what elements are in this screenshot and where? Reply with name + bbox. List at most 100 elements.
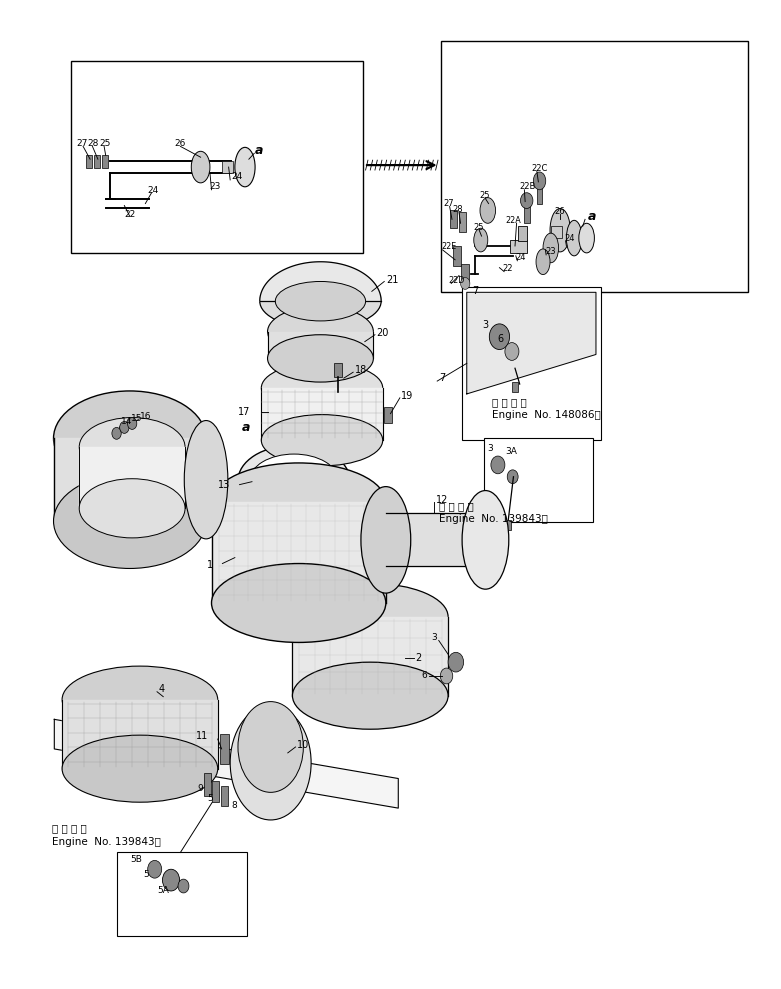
Bar	[94, 155, 100, 168]
Circle shape	[119, 421, 129, 433]
Text: 27: 27	[444, 199, 454, 208]
Text: a: a	[242, 421, 251, 434]
Ellipse shape	[212, 463, 386, 542]
Text: 7: 7	[439, 373, 445, 383]
Circle shape	[505, 342, 519, 360]
Text: 14: 14	[120, 417, 132, 426]
Ellipse shape	[54, 474, 206, 569]
Text: 5A: 5A	[157, 886, 169, 895]
Ellipse shape	[191, 151, 210, 183]
Ellipse shape	[292, 663, 448, 729]
Text: 12: 12	[436, 495, 448, 505]
Text: 適 用 号 機: 適 用 号 機	[439, 501, 473, 511]
Text: 22E: 22E	[441, 242, 456, 251]
Ellipse shape	[79, 417, 185, 477]
Text: 23: 23	[209, 182, 220, 191]
Text: 21: 21	[386, 275, 398, 285]
Polygon shape	[260, 262, 381, 302]
Ellipse shape	[579, 224, 594, 253]
Text: 26: 26	[174, 138, 186, 148]
Ellipse shape	[262, 362, 383, 413]
Ellipse shape	[480, 198, 496, 224]
Text: 22: 22	[124, 210, 136, 219]
Polygon shape	[212, 502, 386, 603]
Text: 5: 5	[143, 869, 148, 878]
Text: 25: 25	[99, 138, 111, 148]
Bar	[462, 288, 601, 440]
Bar	[384, 406, 392, 423]
Bar	[551, 226, 562, 238]
Text: 26: 26	[554, 207, 565, 216]
Text: 22A: 22A	[505, 216, 521, 225]
Ellipse shape	[292, 584, 448, 651]
Circle shape	[491, 456, 505, 474]
Text: 24: 24	[565, 233, 576, 242]
Text: 2: 2	[415, 653, 422, 664]
Ellipse shape	[361, 487, 411, 593]
Polygon shape	[268, 331, 373, 358]
Ellipse shape	[235, 147, 255, 187]
Ellipse shape	[238, 701, 303, 792]
Bar	[441, 41, 748, 293]
Text: 18: 18	[355, 365, 367, 375]
Text: Engine  No. 139843～: Engine No. 139843～	[52, 837, 161, 847]
Text: 28: 28	[87, 138, 98, 148]
Text: 22: 22	[502, 264, 513, 273]
Text: 3A: 3A	[505, 447, 518, 456]
Circle shape	[178, 879, 189, 893]
Bar	[512, 382, 518, 392]
Text: 3: 3	[483, 319, 488, 330]
Text: a: a	[587, 210, 596, 223]
Ellipse shape	[250, 454, 338, 507]
Bar	[523, 202, 530, 224]
Polygon shape	[386, 513, 486, 567]
Text: 4: 4	[159, 683, 165, 694]
Bar	[453, 246, 461, 266]
Circle shape	[148, 860, 162, 878]
Text: 19: 19	[401, 391, 414, 401]
Polygon shape	[55, 719, 398, 808]
Ellipse shape	[566, 221, 582, 256]
Bar	[86, 155, 92, 168]
Bar	[212, 780, 219, 802]
Ellipse shape	[184, 420, 228, 539]
Circle shape	[448, 653, 464, 672]
Polygon shape	[79, 447, 185, 508]
Text: 8: 8	[231, 801, 237, 810]
Text: Engine  No. 148086～: Engine No. 148086～	[492, 409, 601, 419]
Bar	[102, 155, 108, 168]
Ellipse shape	[230, 705, 311, 820]
Text: 15: 15	[130, 414, 142, 423]
Ellipse shape	[260, 274, 381, 328]
Bar	[71, 60, 363, 253]
Ellipse shape	[268, 334, 373, 382]
Text: 9: 9	[198, 784, 203, 793]
Polygon shape	[262, 388, 383, 440]
Text: 25: 25	[474, 223, 484, 231]
Ellipse shape	[62, 667, 218, 733]
Text: 3: 3	[432, 633, 437, 642]
Bar	[116, 853, 248, 937]
Circle shape	[490, 323, 509, 349]
Ellipse shape	[238, 445, 350, 516]
Bar	[537, 182, 542, 204]
Text: 24: 24	[232, 172, 243, 181]
Bar	[505, 520, 511, 530]
Ellipse shape	[262, 414, 383, 466]
Ellipse shape	[533, 172, 546, 190]
Text: 10: 10	[297, 740, 309, 750]
Text: 16: 16	[140, 412, 152, 421]
Circle shape	[112, 427, 121, 439]
Ellipse shape	[54, 391, 206, 486]
Bar	[510, 240, 527, 253]
Text: 22C: 22C	[531, 163, 547, 172]
Text: 5B: 5B	[130, 854, 142, 864]
Text: 11: 11	[196, 731, 209, 741]
Bar	[484, 438, 593, 522]
Circle shape	[507, 470, 518, 484]
Ellipse shape	[79, 479, 185, 538]
Bar	[518, 226, 527, 241]
Bar	[462, 264, 469, 284]
Text: 24: 24	[515, 253, 526, 262]
Text: 17: 17	[238, 406, 251, 416]
